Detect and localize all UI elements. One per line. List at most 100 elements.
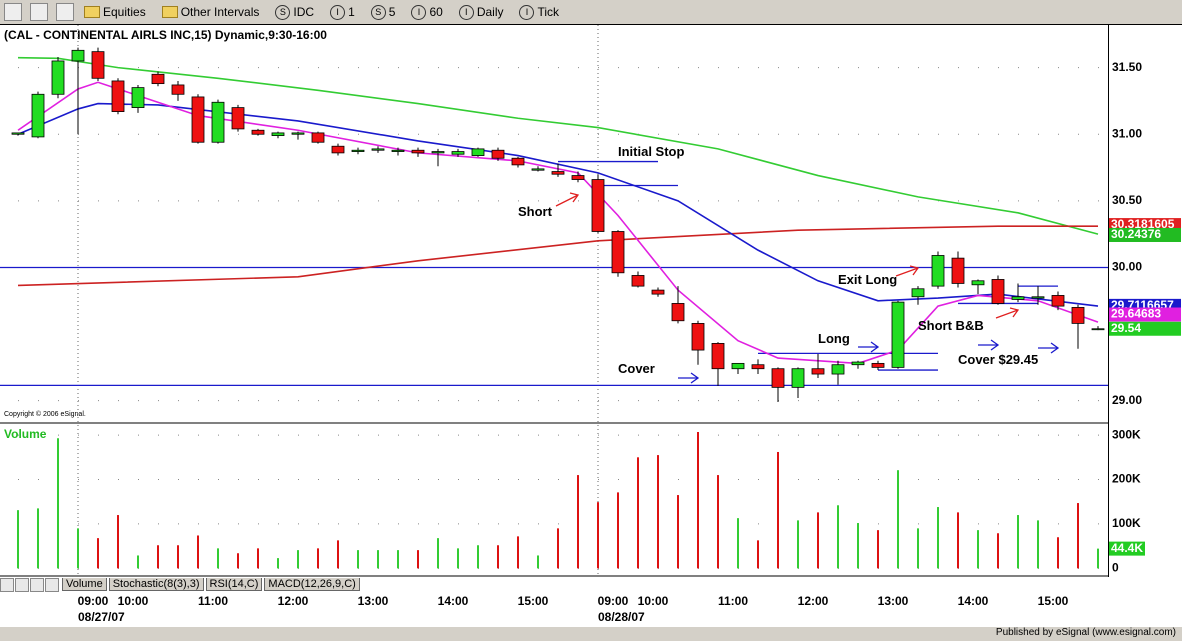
annotation: Long	[818, 331, 850, 346]
candle-body	[871, 362, 885, 368]
x-tick-label: 14:00	[438, 594, 469, 608]
candle-body	[1011, 296, 1025, 300]
candle-body	[291, 132, 305, 135]
icon[interactable]	[4, 3, 22, 21]
toolbar-icon: I	[458, 4, 474, 20]
tab[interactable]: RSI(14,C)	[205, 578, 263, 591]
candle-body	[731, 362, 745, 370]
candle-body	[951, 257, 965, 284]
candle-body	[651, 289, 665, 295]
toolbar-label: Daily	[476, 5, 504, 19]
tab[interactable]: MACD(12,26,9,C)	[264, 578, 360, 591]
candle-body	[91, 51, 105, 79]
annotation: Exit Long	[838, 272, 897, 287]
arrows	[555, 192, 1060, 384]
x-tick-label: 09:00	[598, 594, 629, 608]
candle-body	[691, 323, 705, 351]
candle-body	[811, 368, 825, 375]
candle-body	[671, 303, 685, 322]
toolbar-item[interactable]: Equities	[78, 5, 152, 19]
candle-body	[971, 280, 985, 286]
toolbar-item[interactable]: I 60	[405, 4, 448, 20]
toolbar-item[interactable]: I Tick	[513, 4, 565, 20]
candle-body	[271, 132, 285, 136]
arrow	[858, 341, 880, 353]
icon[interactable]	[56, 3, 74, 21]
toolbar-icon: I	[411, 4, 427, 20]
candle-body	[31, 93, 45, 138]
candle-body	[71, 49, 85, 62]
y-tick-label: 300K	[1112, 427, 1141, 441]
chart: (CAL - CONTINENTAL AIRLS INC,15) Dynamic…	[0, 24, 1182, 627]
toolbar-icon: I	[519, 4, 535, 20]
candle-body	[591, 179, 605, 232]
toolbar-label: Other Intervals	[180, 5, 260, 19]
y-tick-label: 100K	[1112, 516, 1141, 530]
candle-body	[511, 157, 525, 166]
toolbar-label: 1	[348, 5, 355, 19]
moving-average	[17, 56, 1099, 235]
candle-body	[531, 168, 545, 171]
y-tick-label: 200K	[1112, 472, 1141, 486]
candle-body	[1031, 296, 1045, 299]
copyright: Copyright © 2006 eSignal.	[4, 410, 86, 418]
candle-body	[431, 151, 445, 154]
scroll-button[interactable]	[30, 577, 44, 592]
folder-icon	[161, 6, 178, 18]
candle-body	[111, 80, 125, 112]
scroll-button[interactable]	[15, 577, 29, 592]
toolbar-label: IDC	[293, 5, 315, 19]
tab[interactable]: Stochastic(8(3),3)	[108, 578, 204, 591]
toolbar-item[interactable]: S IDC	[269, 4, 320, 20]
scroll-button[interactable]	[0, 577, 14, 592]
annotation: Cover $29.45	[958, 352, 1038, 367]
x-tick-label: 12:00	[278, 594, 309, 608]
candle-body	[171, 84, 185, 95]
candle-body	[191, 96, 205, 143]
footer: Published by eSignal (www.esignal.com)	[995, 627, 1176, 638]
arrow	[1038, 342, 1060, 354]
volume-label-bg	[1109, 541, 1145, 556]
arrow	[678, 372, 700, 384]
candle-body	[331, 145, 345, 154]
x-tick-label: 15:00	[1038, 594, 1069, 608]
candle-body	[931, 255, 945, 287]
scroll-button[interactable]	[45, 577, 59, 592]
chart-title: (CAL - CONTINENTAL AIRLS INC,15) Dynamic…	[4, 28, 327, 42]
toolbar-item[interactable]: Other Intervals	[156, 5, 266, 19]
candle-body	[551, 171, 565, 175]
toolbar: Equities Other Intervals S IDC I 1 S 5 I 60 I Daily…	[0, 0, 1182, 24]
candle-body	[791, 368, 805, 388]
candle-body	[131, 87, 145, 108]
candle-body	[911, 288, 925, 298]
price-label-bg	[1109, 227, 1181, 242]
candle-body	[831, 364, 845, 375]
icon[interactable]	[30, 3, 48, 21]
candle-body	[151, 73, 165, 85]
tabs: Volume Stochastic(8(3),3) RSI(14,C) MACD(12…	[0, 577, 360, 592]
tab[interactable]: Volume	[62, 578, 107, 591]
chart-bg	[0, 24, 1182, 627]
annotation: Initial Stop	[618, 144, 685, 159]
x-tick-label: 15:00	[518, 594, 549, 608]
candle-body	[631, 275, 645, 287]
candle-body	[411, 149, 425, 154]
toolbar-label: 5	[388, 5, 396, 19]
toolbar-label: 60	[429, 5, 443, 19]
x-tick-label: 14:00	[958, 594, 989, 608]
candle-body	[1051, 295, 1065, 307]
candle-body	[571, 175, 585, 180]
x-tick-label: 13:00	[878, 594, 909, 608]
candle-body	[711, 342, 725, 370]
y-tick-label: 29.00	[1112, 393, 1142, 407]
toolbar-item[interactable]: I Daily	[453, 4, 510, 20]
y-tick-label: 30.50	[1112, 193, 1142, 207]
date-label: 08/27/07	[78, 610, 125, 624]
candle-body	[311, 132, 325, 143]
candle-body	[471, 148, 485, 156]
annotation: Cover	[618, 361, 655, 376]
candle-body	[451, 151, 465, 155]
arrow	[995, 307, 1020, 319]
